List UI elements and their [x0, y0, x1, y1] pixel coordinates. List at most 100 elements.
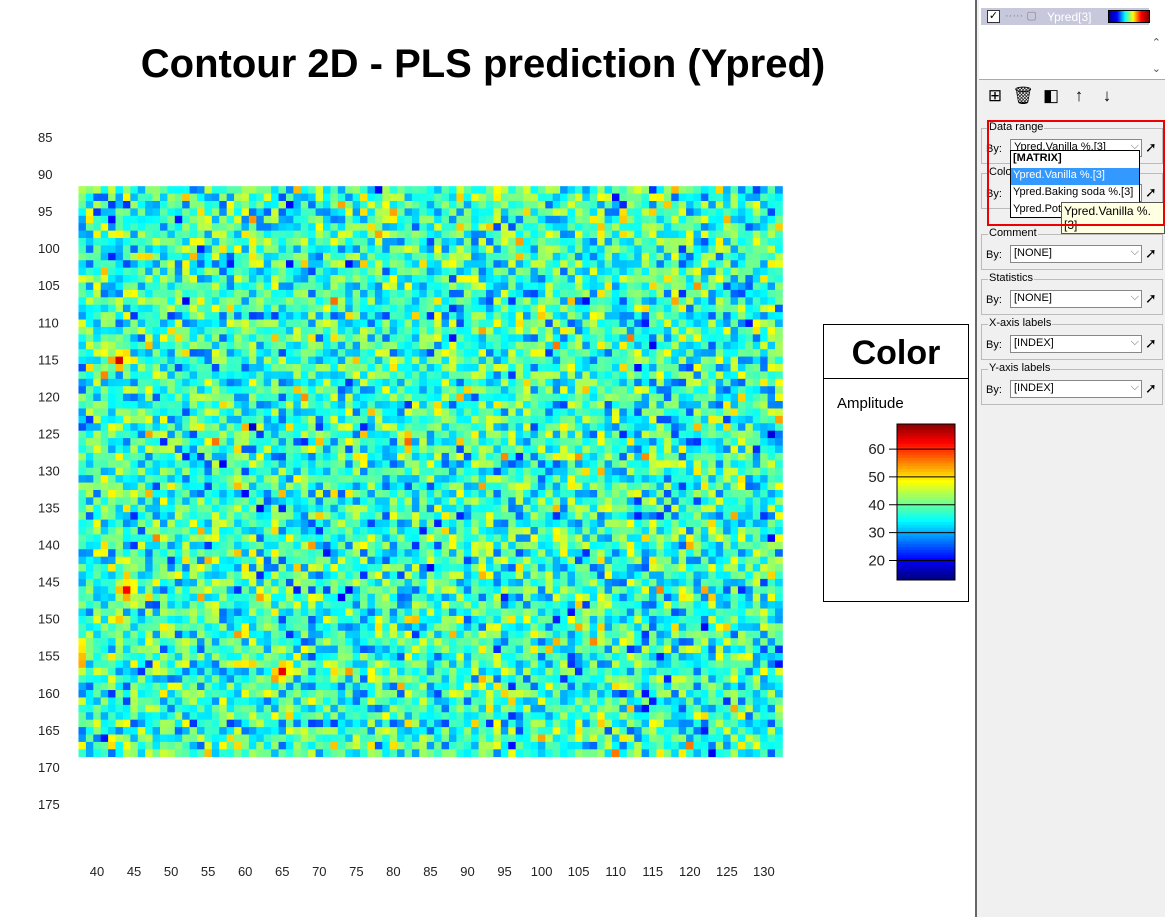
heatmap-cell	[374, 275, 383, 283]
heatmap-cell	[523, 334, 531, 343]
heatmap-cell	[752, 460, 761, 469]
heatmap-cell	[197, 378, 205, 387]
heatmap-cell	[760, 282, 769, 291]
heatmap-cell	[775, 304, 783, 313]
heatmap-cell	[308, 564, 316, 572]
heatmap-cell	[619, 200, 628, 209]
heatmap-cell	[775, 223, 783, 232]
heatmap-cell	[626, 319, 635, 328]
heatmap-cell	[574, 208, 583, 217]
heatmap-cell	[708, 519, 717, 528]
heatmap-cell	[167, 260, 176, 269]
heatmap-cell	[760, 460, 769, 469]
heatmap-cell	[434, 408, 442, 417]
heatmap-cell	[152, 393, 161, 402]
heatmap-cell	[234, 223, 242, 232]
heatmap-cell	[515, 438, 524, 446]
heatmap-cell	[108, 245, 116, 254]
heatmap-cell	[145, 260, 153, 269]
heatmap-cell	[567, 527, 576, 535]
heatmap-cell	[426, 489, 435, 498]
heatmap-cell	[100, 245, 109, 254]
heatmap-cell	[597, 549, 605, 558]
heatmap-cell	[248, 512, 257, 521]
heatmap-cell	[471, 482, 480, 491]
heatmap-cell	[471, 349, 480, 357]
heatmap-cell	[93, 275, 102, 283]
heatmap-cell	[567, 489, 576, 498]
heatmap-cell	[315, 252, 324, 261]
heatmap-cell	[671, 230, 680, 239]
heatmap-cell	[552, 482, 561, 491]
heatmap-cell	[137, 200, 146, 209]
heatmap-cell	[737, 364, 746, 372]
heatmap-cell	[330, 334, 339, 343]
heatmap-cell	[626, 186, 635, 194]
heatmap-cell	[189, 319, 198, 328]
heatmap-cell	[434, 386, 442, 395]
heatmap-cell	[582, 378, 591, 387]
heatmap-cell	[589, 527, 598, 535]
heatmap-cell	[271, 200, 279, 209]
heatmap-cell	[678, 260, 687, 269]
heatmap-cell	[574, 445, 583, 454]
heatmap-cell	[626, 423, 635, 432]
heatmap-cell	[122, 252, 131, 261]
heatmap-cell	[278, 401, 287, 409]
heatmap-cell	[723, 556, 731, 565]
heatmap-cell	[263, 275, 272, 283]
heatmap-cell	[745, 282, 754, 291]
heatmap-cell	[145, 267, 153, 276]
heatmap-cell	[693, 415, 702, 424]
heatmap-cell	[189, 512, 198, 521]
heatmap-cell	[775, 482, 783, 491]
heatmap-cell	[582, 208, 591, 217]
heatmap-cell	[323, 193, 331, 202]
heatmap-cell	[693, 408, 702, 417]
heatmap-cell	[589, 482, 598, 491]
heatmap-cell	[589, 297, 598, 306]
heatmap-cell	[137, 289, 146, 298]
heatmap-cell	[389, 467, 398, 476]
heatmap-cell	[122, 349, 131, 357]
heatmap-cell	[493, 571, 502, 580]
heatmap-cell	[234, 334, 242, 343]
heatmap-cell	[330, 312, 339, 320]
heatmap-cell	[686, 445, 694, 454]
heatmap-cell	[537, 341, 546, 350]
heatmap-cell	[441, 223, 450, 232]
heatmap-cell	[204, 549, 213, 558]
heatmap-cell	[515, 319, 524, 328]
heatmap-cell	[537, 445, 546, 454]
heatmap-cell	[582, 467, 591, 476]
heatmap-cell	[626, 460, 635, 469]
heatmap-cell	[374, 527, 383, 535]
heatmap-cell	[411, 512, 420, 521]
heatmap-cell	[530, 267, 539, 276]
heatmap-cell	[204, 408, 213, 417]
heatmap-cell	[204, 200, 213, 209]
heatmap-cell	[182, 504, 191, 513]
heatmap-cell	[345, 415, 354, 424]
heatmap-cell	[293, 319, 302, 328]
heatmap-cell	[426, 467, 435, 476]
heatmap-cell	[145, 556, 153, 565]
heatmap-cell	[219, 267, 228, 276]
heatmap-cell	[100, 275, 109, 283]
heatmap-cell	[723, 460, 731, 469]
heatmap-cell	[382, 297, 391, 306]
heatmap-cell	[649, 415, 657, 424]
heatmap-cell	[567, 193, 576, 202]
heatmap-cell	[360, 260, 368, 269]
heatmap-cell	[574, 430, 583, 439]
heatmap-cell	[737, 489, 746, 498]
heatmap-cell	[700, 408, 709, 417]
heatmap-cell	[641, 504, 650, 513]
heatmap-cell	[560, 312, 568, 320]
heatmap-cell	[508, 193, 517, 202]
heatmap-cell	[626, 438, 635, 446]
heatmap-cell	[241, 319, 250, 328]
heatmap-cell	[367, 252, 376, 261]
heatmap-cell	[671, 275, 680, 283]
heatmap-cell	[389, 482, 398, 491]
